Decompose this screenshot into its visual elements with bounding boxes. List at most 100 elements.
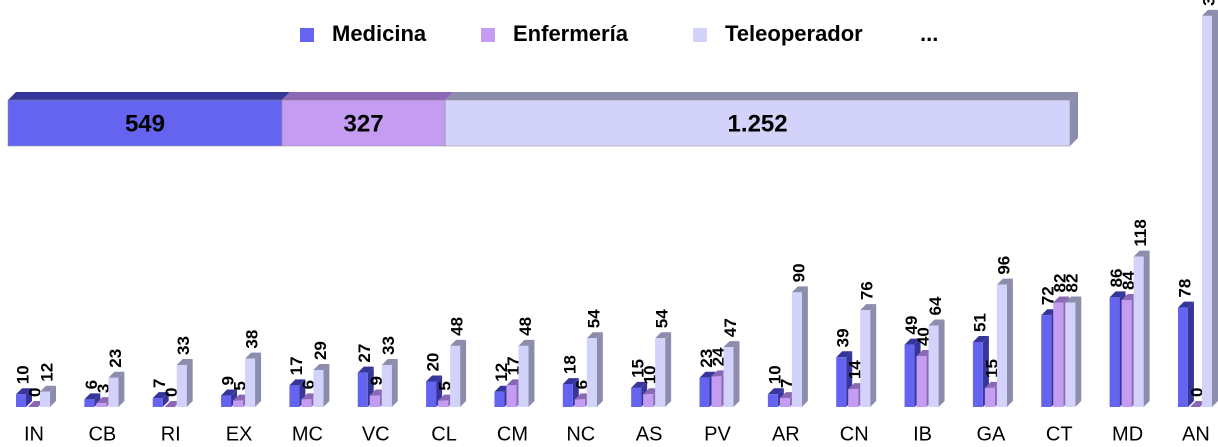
value-label: 6 — [572, 380, 591, 389]
bar-top — [562, 378, 579, 385]
x-tick-label: VC — [362, 423, 390, 445]
value-label: 0 — [162, 388, 181, 397]
value-label: 5 — [436, 381, 455, 390]
value-label: 23 — [697, 349, 716, 368]
bar-side — [1143, 250, 1150, 407]
bar — [40, 391, 50, 407]
bar — [1121, 299, 1132, 407]
total-side — [1070, 92, 1078, 146]
bar-top — [631, 381, 648, 388]
x-tick-label: CL — [431, 423, 457, 445]
value-label: 82 — [1063, 274, 1082, 293]
bar — [84, 399, 95, 407]
value-label: 9 — [367, 376, 386, 385]
value-label: 54 — [653, 309, 672, 328]
bar — [506, 385, 517, 407]
value-label: 12 — [37, 363, 56, 382]
x-tick-label: CM — [497, 423, 528, 445]
legend-label: Enfermería — [513, 21, 629, 46]
bar-top — [1053, 296, 1070, 303]
legend-swatch — [693, 28, 707, 42]
bar-top — [40, 385, 56, 392]
bar-top — [450, 339, 467, 346]
bar — [16, 394, 26, 407]
legend-more: ... — [920, 21, 938, 46]
bar-top — [836, 351, 853, 358]
bar — [438, 400, 449, 407]
x-tick-label: CB — [88, 423, 116, 445]
bar-top — [699, 371, 716, 378]
legend-swatch — [481, 28, 495, 42]
bar-top — [176, 358, 193, 365]
value-label: 23 — [106, 349, 125, 368]
value-label: 6 — [299, 380, 318, 389]
value-label: 15 — [629, 359, 648, 378]
total-top — [8, 92, 290, 100]
value-label: 7 — [777, 379, 796, 388]
bar — [996, 284, 1007, 407]
value-label: 17 — [504, 356, 523, 375]
value-label: 78 — [1175, 279, 1194, 298]
value-label: 307 — [1199, 0, 1218, 6]
bar-side — [162, 392, 169, 407]
bar-top — [1201, 9, 1218, 16]
bar — [289, 385, 300, 407]
bar — [1201, 15, 1212, 408]
bar-side — [94, 393, 101, 407]
bar-side — [938, 319, 945, 407]
bar-top — [586, 332, 603, 339]
bar — [369, 395, 380, 407]
total-segment — [281, 99, 446, 147]
bar-top — [655, 332, 672, 339]
bar — [791, 292, 802, 407]
bar-side — [323, 364, 330, 407]
legend-label: Teleoperador — [725, 21, 863, 46]
bar — [1133, 256, 1144, 407]
bar-top — [381, 358, 398, 365]
bar-top — [518, 339, 535, 346]
value-label: 29 — [311, 341, 330, 360]
bar-side — [528, 339, 535, 407]
bar — [450, 345, 461, 407]
bar — [176, 364, 187, 407]
bar-top — [289, 379, 306, 386]
x-tick-label: MD — [1112, 423, 1143, 445]
total-top — [445, 92, 1078, 100]
bar-side — [255, 352, 262, 407]
bar-side — [186, 358, 193, 407]
bar — [494, 391, 505, 407]
value-label: 72 — [1039, 286, 1058, 305]
total-segment — [7, 99, 283, 147]
x-tick-label: GA — [976, 423, 1006, 445]
bar — [574, 399, 585, 407]
bar — [357, 372, 368, 407]
value-label: 86 — [1107, 268, 1126, 287]
value-label: 49 — [902, 316, 921, 335]
total-label: 1.252 — [728, 110, 788, 137]
bar-top — [972, 336, 989, 343]
x-tick-label: RI — [161, 423, 181, 445]
value-label: 76 — [858, 281, 877, 300]
bar-side — [460, 339, 467, 407]
bar-top — [84, 393, 101, 400]
bar-top — [791, 286, 808, 293]
bar-side — [665, 332, 672, 407]
bar — [586, 338, 597, 407]
bar — [928, 325, 939, 407]
value-label: 9 — [219, 376, 238, 385]
bar-top — [723, 341, 740, 348]
value-label: 6 — [82, 380, 101, 389]
value-label: 40 — [914, 327, 933, 346]
bar — [779, 398, 790, 407]
bar-side — [733, 341, 740, 407]
bar — [984, 387, 995, 407]
bar-side — [1075, 296, 1082, 407]
bar-side — [1211, 9, 1218, 408]
x-tick-label: AS — [636, 423, 663, 445]
value-label: 18 — [560, 355, 579, 374]
bar-top — [16, 388, 32, 395]
value-label: 17 — [287, 356, 306, 375]
bar — [767, 394, 778, 407]
value-label: 38 — [243, 330, 262, 349]
